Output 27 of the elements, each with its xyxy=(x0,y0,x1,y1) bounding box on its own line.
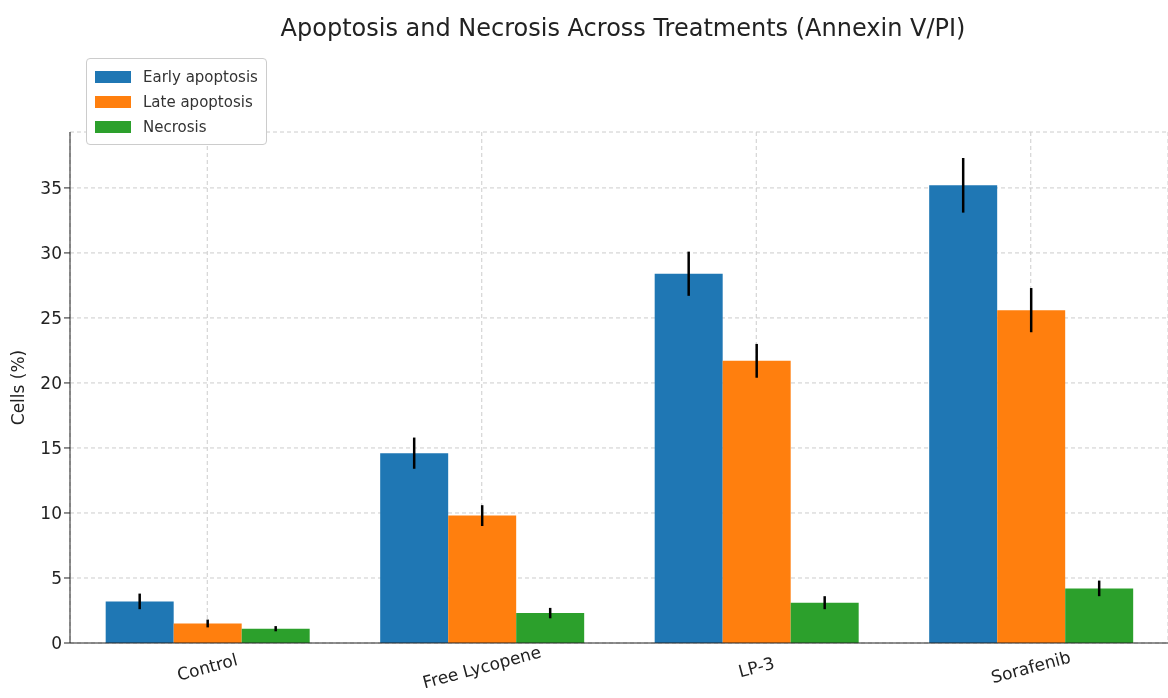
legend-label: Early apoptosis xyxy=(143,67,258,86)
bar xyxy=(929,185,998,643)
y-tick-label: 35 xyxy=(40,177,62,198)
chart-title: Apoptosis and Necrosis Across Treatments (Annexin V/PI) xyxy=(279,14,967,42)
bar xyxy=(722,360,791,643)
y-tick-label: 10 xyxy=(40,503,62,524)
bar xyxy=(997,310,1066,643)
y-tick-label: 20 xyxy=(40,372,62,393)
bar xyxy=(1065,588,1134,643)
y-tick-label: 5 xyxy=(51,568,62,589)
y-tick-label: 15 xyxy=(40,438,62,458)
y-tick-label: 0 xyxy=(51,633,62,654)
x-tick-label: LP-3 xyxy=(736,652,777,682)
bar xyxy=(516,613,585,643)
bar xyxy=(790,602,859,643)
x-tick-label: Control xyxy=(174,649,240,685)
bar xyxy=(448,515,517,643)
bar xyxy=(241,628,310,643)
bar xyxy=(173,623,242,643)
bar xyxy=(105,601,174,643)
bar xyxy=(380,453,449,643)
legend-label: Late apoptosis xyxy=(143,92,253,111)
y-axis-title: Cells (%) xyxy=(8,349,29,426)
bar xyxy=(654,273,723,643)
legend-label: Necrosis xyxy=(143,117,207,136)
y-tick-label: 30 xyxy=(40,242,62,263)
y-tick-label: 25 xyxy=(40,307,62,328)
